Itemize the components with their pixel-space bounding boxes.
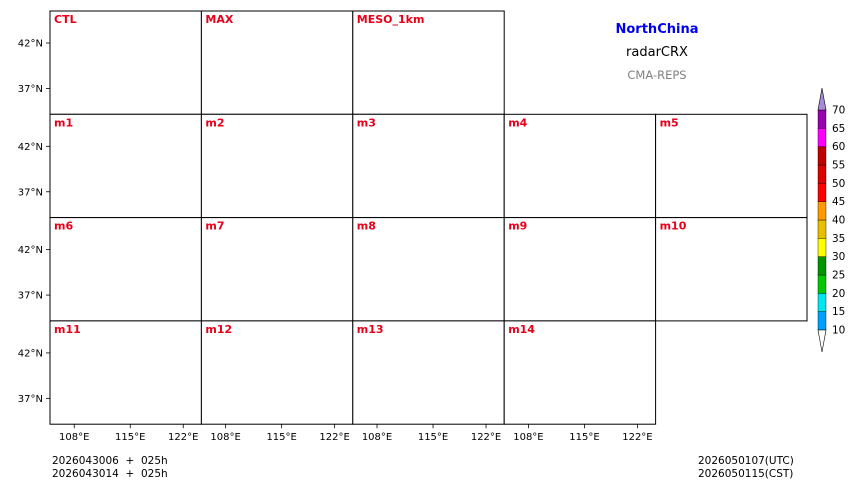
lat-tick-label: 42°N	[18, 348, 43, 359]
colorbar-max-arrow	[817, 87, 827, 111]
variable-title: radarCRX	[626, 45, 688, 60]
panel-label: m9	[508, 220, 527, 233]
panel-max: MAX	[200, 10, 354, 115]
axis-ticks: 42°N 37°N 42°N 37°N 42°N 37°N 42°N 37°N 108°E 115…	[18, 39, 653, 444]
lat-tick-label: 37°N	[18, 187, 43, 198]
panel-m3: m3	[352, 113, 505, 219]
lon-tick-label: 115°E	[115, 432, 145, 443]
colorbar-segment	[817, 183, 827, 202]
panel-m5: m5	[655, 113, 808, 219]
panel-label: m5	[660, 116, 679, 129]
panel-label: MAX	[205, 13, 233, 26]
panel-m9: m9	[503, 217, 657, 322]
lat-tick-label: 37°N	[18, 291, 43, 302]
init-time-cst: 2026043014 + 025h	[52, 468, 168, 480]
colorbar-segment	[817, 311, 827, 331]
region-title: NorthChina	[615, 22, 699, 37]
colorbar-segment	[817, 128, 827, 147]
panel-m13: m13	[352, 320, 505, 425]
panel-label: m3	[357, 116, 376, 129]
colorbar: 10 15 20 25 30 35 40 45 50 55 60 65 70	[817, 87, 845, 353]
panel-label: m4	[508, 116, 527, 129]
panel-m11: m11	[49, 320, 202, 425]
lat-tick-label: 42°N	[18, 142, 43, 153]
colorbar-tick-label: 55	[832, 160, 845, 172]
panel-label: m14	[508, 323, 535, 336]
panel-m6: m6	[49, 217, 202, 322]
colorbar-tick-label: 20	[832, 288, 845, 300]
colorbar-segment	[817, 238, 827, 257]
panel-label: MESO_1km	[357, 13, 425, 26]
panel-label: m13	[357, 323, 384, 336]
colorbar-tick-label: 10	[832, 325, 845, 337]
colorbar-tick-label: 15	[832, 306, 845, 318]
lat-tick-label: 42°N	[18, 245, 43, 256]
colorbar-tick-label: 40	[832, 215, 845, 227]
colorbar-tick-label: 25	[832, 270, 845, 282]
lon-tick-label: 115°E	[418, 432, 448, 443]
colorbar-segment	[817, 274, 827, 294]
colorbar-segment	[817, 164, 827, 184]
lon-tick-label: 122°E	[471, 432, 501, 443]
panel-m2: m2	[200, 113, 354, 219]
panel-label: m1	[54, 116, 73, 129]
colorbar-tick-label: 35	[832, 233, 845, 245]
init-time-utc: 2026043006 + 025h	[52, 455, 168, 467]
lon-tick-label: 122°E	[168, 432, 198, 443]
lon-tick-label: 122°E	[319, 432, 349, 443]
panel-m4: m4	[503, 113, 657, 219]
colorbar-tick-label: 60	[832, 141, 845, 153]
colorbar-tick-label: 65	[832, 123, 845, 135]
lat-tick-label: 37°N	[18, 84, 43, 95]
lat-tick-label: 42°N	[18, 39, 43, 50]
colorbar-tick-label: 45	[832, 196, 845, 208]
panel-label: m11	[54, 323, 81, 336]
valid-time-utc: 2026050107(UTC)	[698, 455, 794, 467]
panel-label: m8	[357, 220, 376, 233]
lon-tick-label: 108°E	[59, 432, 89, 443]
lon-tick-label: 115°E	[569, 432, 599, 443]
colorbar-segment	[817, 201, 827, 221]
panel-m14: m14	[503, 320, 657, 425]
panel-ctl: CTL	[49, 10, 202, 115]
panel-m12: m12	[200, 320, 354, 425]
lon-tick-label: 108°E	[210, 432, 240, 443]
panel-label: m12	[205, 323, 232, 336]
colorbar-tick-label: 70	[832, 105, 845, 117]
panel-label: m2	[205, 116, 224, 129]
colorbar-tick-label: 30	[832, 251, 845, 263]
panel-meso-1km: MESO_1km	[352, 10, 505, 115]
colorbar-segment	[817, 219, 827, 239]
lon-tick-label: 122°E	[622, 432, 652, 443]
panel-m8: m8	[352, 217, 505, 322]
panel-label: CTL	[54, 13, 77, 26]
panel-label: m10	[660, 220, 687, 233]
panel-m10: m10	[655, 217, 808, 322]
model-title: CMA-REPS	[627, 68, 687, 82]
colorbar-segment	[817, 293, 827, 312]
colorbar-segment	[817, 109, 827, 129]
lon-tick-label: 115°E	[266, 432, 296, 443]
colorbar-tick-label: 50	[832, 178, 845, 190]
panel-label: m7	[205, 220, 224, 233]
lon-tick-label: 108°E	[362, 432, 392, 443]
colorbar-segment	[817, 146, 827, 166]
lat-tick-label: 37°N	[18, 394, 43, 405]
colorbar-segment	[817, 256, 827, 276]
panel-m1: m1	[49, 113, 202, 219]
panel-label: m6	[54, 220, 73, 233]
lon-tick-label: 108°E	[513, 432, 543, 443]
colorbar-min-arrow	[817, 329, 827, 353]
panel-m7: m7	[200, 217, 354, 322]
valid-time-cst: 2026050115(CST)	[698, 468, 794, 480]
